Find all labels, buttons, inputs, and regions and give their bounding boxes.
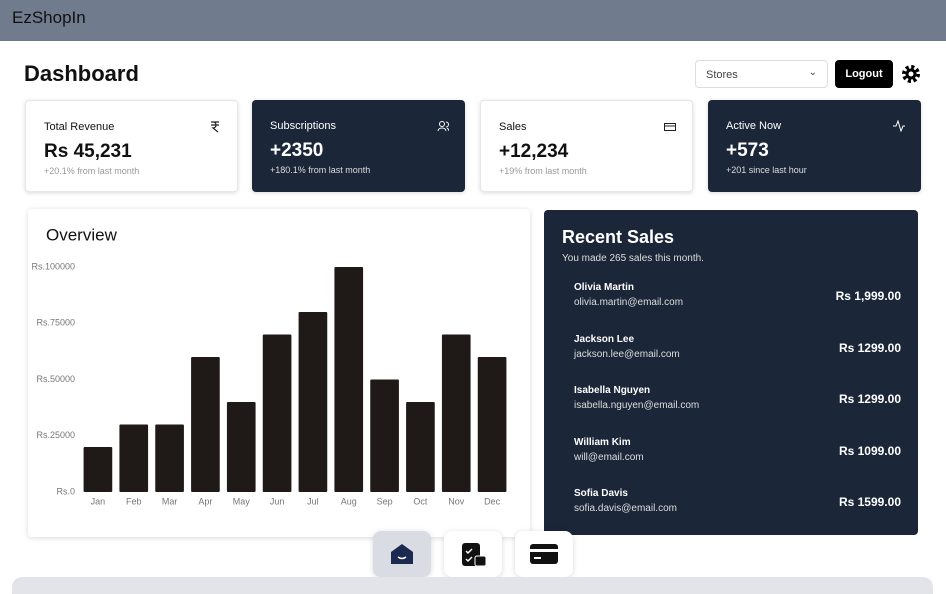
- x-tick-label: Apr: [198, 496, 212, 506]
- card-note: +180.1% from last month: [270, 165, 371, 175]
- chevron: ⌄: [808, 67, 817, 78]
- card-icon: [437, 121, 449, 132]
- chart-title: Overview: [46, 225, 118, 244]
- y-tick-label: Rs.75000: [36, 318, 75, 328]
- card-icon: [664, 123, 676, 131]
- sale-amount: Rs 1099.00: [838, 443, 901, 458]
- stat-card: Subscriptions +2350 +180.1% from last mo…: [252, 100, 465, 192]
- bar: [334, 267, 364, 492]
- sale-amount: Rs 1299.00: [838, 392, 901, 406]
- card-note: +201 since last hour: [726, 165, 807, 175]
- bar: [406, 402, 435, 492]
- stat-card: Sales +12,234 +19% from last month: [480, 100, 693, 192]
- stat-card: Total Revenue Rs 45,231 +20.1% from last…: [25, 100, 238, 192]
- bar: [298, 312, 328, 492]
- bottom-strip: [12, 577, 933, 594]
- x-tick-label: Mar: [162, 496, 178, 506]
- sales-subtitle: You made 265 sales this month.: [562, 253, 704, 264]
- bar: [226, 402, 256, 492]
- card-note: +20.1% from last month: [44, 166, 140, 176]
- card-label: Subscriptions: [270, 120, 337, 132]
- x-tick-label: May: [233, 496, 251, 506]
- bar: [191, 357, 220, 492]
- customer-name: William Kim: [574, 436, 631, 448]
- select-label: Stores: [706, 69, 738, 81]
- x-tick-label: Aug: [341, 496, 357, 506]
- customer-email: olivia.martin@email.com: [574, 297, 684, 308]
- x-tick-label: Dec: [484, 496, 501, 506]
- x-tick-label: Sep: [377, 496, 393, 506]
- card-icon: [530, 544, 558, 564]
- customer-name: Sofia Davis: [574, 488, 628, 499]
- customer-email: jackson.lee@email.com: [574, 348, 680, 360]
- card-label: Active Now: [726, 120, 782, 132]
- x-tick-label: Feb: [126, 496, 142, 506]
- nav-orders[interactable]: [444, 531, 502, 577]
- customer-name: Isabella Nguyen: [574, 385, 651, 396]
- bar: [83, 447, 113, 492]
- y-tick-label: Rs.100000: [31, 261, 75, 271]
- card-value: +12,234: [499, 141, 569, 162]
- bar: [119, 424, 149, 492]
- x-tick-label: Jun: [270, 496, 285, 506]
- page-title: Dashboard: [24, 61, 139, 86]
- orders-icon: [462, 543, 487, 567]
- nav-home[interactable]: [373, 531, 431, 577]
- sale-row: Olivia Martin olivia.martin@email.com Rs 1…: [574, 282, 901, 314]
- sale-amount: Rs 1,999.00: [835, 289, 901, 303]
- settings-icon[interactable]: [899, 62, 923, 86]
- y-tick-label: Rs.0: [56, 486, 75, 496]
- x-tick-label: Oct: [413, 496, 428, 506]
- sale-row: Isabella Nguyen isabella.nguyen@email.com…: [574, 385, 901, 417]
- sale-amount: Rs 1599.00: [838, 495, 901, 509]
- x-tick-label: Jan: [91, 496, 106, 506]
- sales-title: Recent Sales: [562, 227, 675, 247]
- home-icon: [391, 544, 413, 564]
- overview-panel: Overview Rs.0 Rs.25000 Rs.50000 Rs.75000 Rs.…: [28, 209, 530, 537]
- sale-row: William Kim will@email.com Rs 1099.00: [574, 437, 901, 469]
- customer-email: sofia.davis@email.com: [574, 503, 677, 514]
- y-tick-label: Rs.25000: [36, 430, 75, 440]
- card-value: Rs 45,231: [44, 141, 132, 162]
- card-icon: [211, 121, 219, 133]
- bar: [262, 334, 292, 492]
- bar: [441, 334, 471, 492]
- card-icon: [893, 120, 905, 132]
- card-label: Sales: [499, 121, 527, 133]
- card-value: +2350: [270, 140, 324, 161]
- customer-name: Jackson Lee: [574, 333, 635, 345]
- logout-button[interactable]: Logout: [835, 60, 893, 88]
- customer-name: Olivia Martin: [574, 282, 635, 293]
- recent-sales-panel: Recent Sales You made 265 sales this mon…: [544, 210, 918, 535]
- top-bar: [0, 0, 946, 41]
- stat-card: Active Now +573 +201 since last hour: [708, 100, 921, 192]
- y-tick-label: Rs.50000: [36, 374, 75, 384]
- x-tick-label: Nov: [448, 496, 465, 506]
- chart: Overview Rs.0 Rs.25000 Rs.50000 Rs.75000 Rs.…: [31, 225, 507, 506]
- card-label: Total Revenue: [44, 121, 115, 133]
- brand[interactable]: EzShopIn: [12, 8, 86, 27]
- bar: [155, 424, 184, 492]
- nav-payments[interactable]: [515, 531, 573, 577]
- x-tick-label: Jul: [307, 496, 319, 506]
- sale-row: Jackson Lee jackson.lee@email.com Rs 1299.…: [574, 334, 901, 366]
- bar: [370, 379, 399, 492]
- store-select[interactable]: Stores ⌄: [695, 60, 828, 88]
- card-note: +19% from last month: [499, 166, 587, 176]
- bar: [477, 357, 507, 492]
- sale-amount: Rs 1299.00: [838, 340, 901, 355]
- sale-row: Sofia Davis sofia.davis@email.com Rs 1599.…: [574, 488, 901, 520]
- customer-email: will@email.com: [574, 451, 644, 463]
- card-value: +573: [726, 140, 769, 161]
- customer-email: isabella.nguyen@email.com: [574, 400, 700, 411]
